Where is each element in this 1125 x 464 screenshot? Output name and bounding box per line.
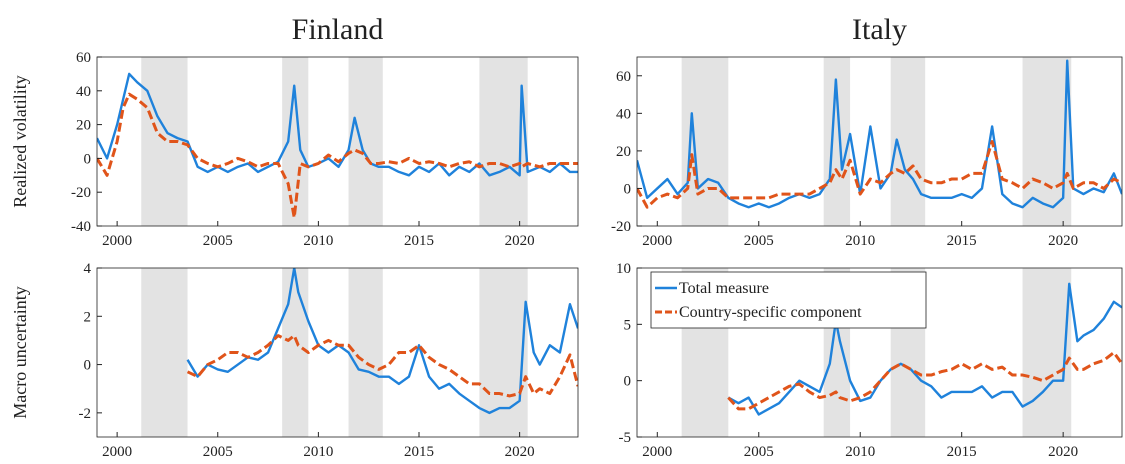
x-tick-label: 2005 <box>744 233 774 249</box>
legend-label: Country-specific component <box>679 304 862 321</box>
x-tick-label: 2010 <box>845 233 875 249</box>
plot-frame <box>636 267 1123 438</box>
x-tick-label: 2005 <box>203 444 233 460</box>
x-tick-label: 2000 <box>102 233 132 249</box>
y-tick-label: 0 <box>84 151 92 167</box>
y-tick-label: 4 <box>84 261 92 277</box>
recession-band <box>681 57 729 226</box>
recession-band <box>348 57 383 226</box>
y-tick-label: 10 <box>616 261 631 277</box>
x-tick-label: 2010 <box>303 233 333 249</box>
recession-band <box>1022 268 1072 437</box>
x-tick-label: 2005 <box>744 444 774 460</box>
y-tick-label: 5 <box>624 317 632 333</box>
series-line <box>186 268 578 415</box>
y-tick-label: 40 <box>76 84 91 100</box>
y-axis-label: Realized volatility <box>10 75 30 207</box>
x-tick-label: 2015 <box>947 233 977 249</box>
y-axis-label: Macro uncertainty <box>10 286 30 418</box>
series-line <box>637 140 1122 209</box>
y-tick-label: 0 <box>624 374 632 390</box>
panel-title: Finland <box>292 13 384 46</box>
y-tick-label: -40 <box>71 219 91 235</box>
x-tick-label: 2020 <box>505 444 535 460</box>
series-line <box>727 282 1122 416</box>
y-tick-label: -5 <box>619 430 632 446</box>
series-line <box>727 351 1122 411</box>
x-tick-label: 2000 <box>642 233 672 249</box>
y-tick-label: 40 <box>616 106 631 122</box>
y-tick-label: 2 <box>84 309 92 325</box>
y-tick-label: 20 <box>76 118 91 134</box>
series-line <box>186 334 578 398</box>
recession-band <box>141 57 188 226</box>
y-tick-label: -2 <box>79 406 92 422</box>
y-tick-label: 60 <box>76 50 91 66</box>
legend-box <box>650 271 927 329</box>
plot-frame <box>636 56 1123 227</box>
x-tick-label: 2020 <box>505 233 535 249</box>
plot-frame <box>96 267 579 438</box>
series-line <box>97 72 578 177</box>
plot-frame <box>96 56 579 227</box>
series-line <box>97 92 578 220</box>
y-tick-label: -20 <box>71 185 91 201</box>
x-tick-label: 2020 <box>1048 444 1078 460</box>
x-tick-label: 2010 <box>303 444 333 460</box>
x-tick-label: 2005 <box>203 233 233 249</box>
panel-title: Italy <box>852 13 907 46</box>
recession-band <box>141 268 188 437</box>
y-tick-label: -20 <box>611 219 631 235</box>
recession-band <box>348 268 383 437</box>
y-tick-label: 20 <box>616 144 631 160</box>
series-line <box>637 59 1122 209</box>
x-tick-label: 2010 <box>845 444 875 460</box>
y-tick-label: 0 <box>84 358 92 374</box>
x-tick-label: 2015 <box>404 444 434 460</box>
y-tick-label: 60 <box>616 69 631 85</box>
x-tick-label: 2000 <box>102 444 132 460</box>
legend-label: Total measure <box>679 280 769 297</box>
x-tick-label: 2000 <box>642 444 672 460</box>
x-tick-label: 2020 <box>1048 233 1078 249</box>
x-tick-label: 2015 <box>404 233 434 249</box>
recession-band <box>282 268 309 437</box>
x-tick-label: 2015 <box>947 444 977 460</box>
y-tick-label: 0 <box>624 181 632 197</box>
